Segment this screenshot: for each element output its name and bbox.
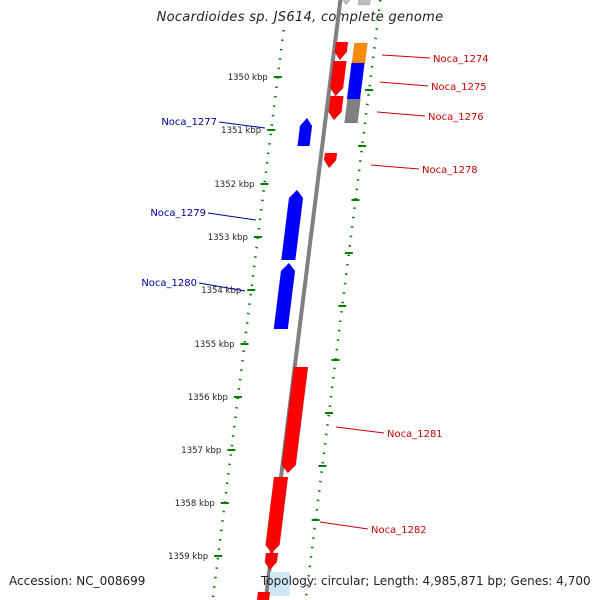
- gene-arrow-noca-1275[interactable]: [329, 60, 347, 97]
- gene-label-leader: [379, 81, 429, 87]
- feature-block-gray[interactable]: [344, 98, 361, 124]
- forward-tick-track: [304, 0, 382, 600]
- gene-label-leader: [207, 212, 257, 221]
- gene-label-leader: [370, 164, 420, 170]
- gene-arrow[interactable]: [256, 591, 271, 600]
- gene-label-noca-1279[interactable]: Noca_1279: [150, 208, 206, 219]
- gene-arrow-noca-1282[interactable]: [265, 476, 289, 554]
- gene-label-noca-1278[interactable]: Noca_1278: [422, 165, 478, 176]
- gene-label-noca-1276[interactable]: Noca_1276: [428, 112, 484, 123]
- gene-label-noca-1274[interactable]: Noca_1274: [433, 54, 489, 65]
- feature-block-light: [270, 572, 290, 596]
- gene-label-noca-1277[interactable]: Noca_1277: [161, 117, 217, 128]
- scale-label: 1353 kbp: [208, 233, 248, 243]
- gene-arrow-noca-1279[interactable]: [280, 189, 304, 261]
- gene-label-noca-1281[interactable]: Noca_1281: [387, 429, 443, 440]
- gene-label-noca-1280[interactable]: Noca_1280: [141, 278, 197, 289]
- gene-arrow-noca-1280[interactable]: [273, 262, 296, 330]
- scale-label: 1351 kbp: [221, 126, 261, 136]
- gene-label-leader: [198, 282, 246, 292]
- gene-label-leader: [218, 121, 266, 129]
- gene-arrow[interactable]: [357, 0, 371, 6]
- gene-arrow-noca-1278[interactable]: [323, 152, 338, 169]
- scale-label: 1350 kbp: [228, 73, 268, 83]
- scale-label: 1359 kbp: [168, 552, 208, 562]
- accession-text: Accession: NC_008699: [9, 574, 146, 588]
- gene-arrow-noca-1274[interactable]: [334, 41, 349, 61]
- scale-label: 1352 kbp: [214, 180, 254, 190]
- scale-label: 1356 kbp: [188, 393, 228, 403]
- scale-label: 1357 kbp: [181, 446, 221, 456]
- gene-arrow[interactable]: [264, 552, 279, 571]
- gene-label-leader: [381, 54, 431, 59]
- topology-text: Topology: circular; Length: 4,985,871 bp…: [261, 574, 591, 588]
- gene-label-noca-1275[interactable]: Noca_1275: [431, 82, 487, 93]
- gene-label-leader: [319, 521, 369, 530]
- gene-arrow-noca-1277[interactable]: [297, 117, 313, 147]
- gene-label-noca-1282[interactable]: Noca_1282: [371, 525, 427, 536]
- gene-arrow-noca-1276[interactable]: [328, 95, 344, 121]
- feature-block-blue[interactable]: [346, 62, 365, 100]
- gene-arrow-noca-1281[interactable]: [281, 366, 309, 474]
- scale-label: 1358 kbp: [175, 499, 215, 509]
- gene-label-leader: [335, 426, 385, 434]
- gene-label-leader: [376, 111, 426, 117]
- genome-title: Nocardioides sp. JS614, complete genome: [156, 10, 444, 25]
- feature-block-orange[interactable]: [351, 42, 368, 64]
- reverse-tick-track: [211, 29, 285, 600]
- scale-label: 1355 kbp: [194, 340, 234, 350]
- gene-arrow[interactable]: [341, 0, 353, 6]
- scale-label: 1354 kbp: [201, 286, 241, 296]
